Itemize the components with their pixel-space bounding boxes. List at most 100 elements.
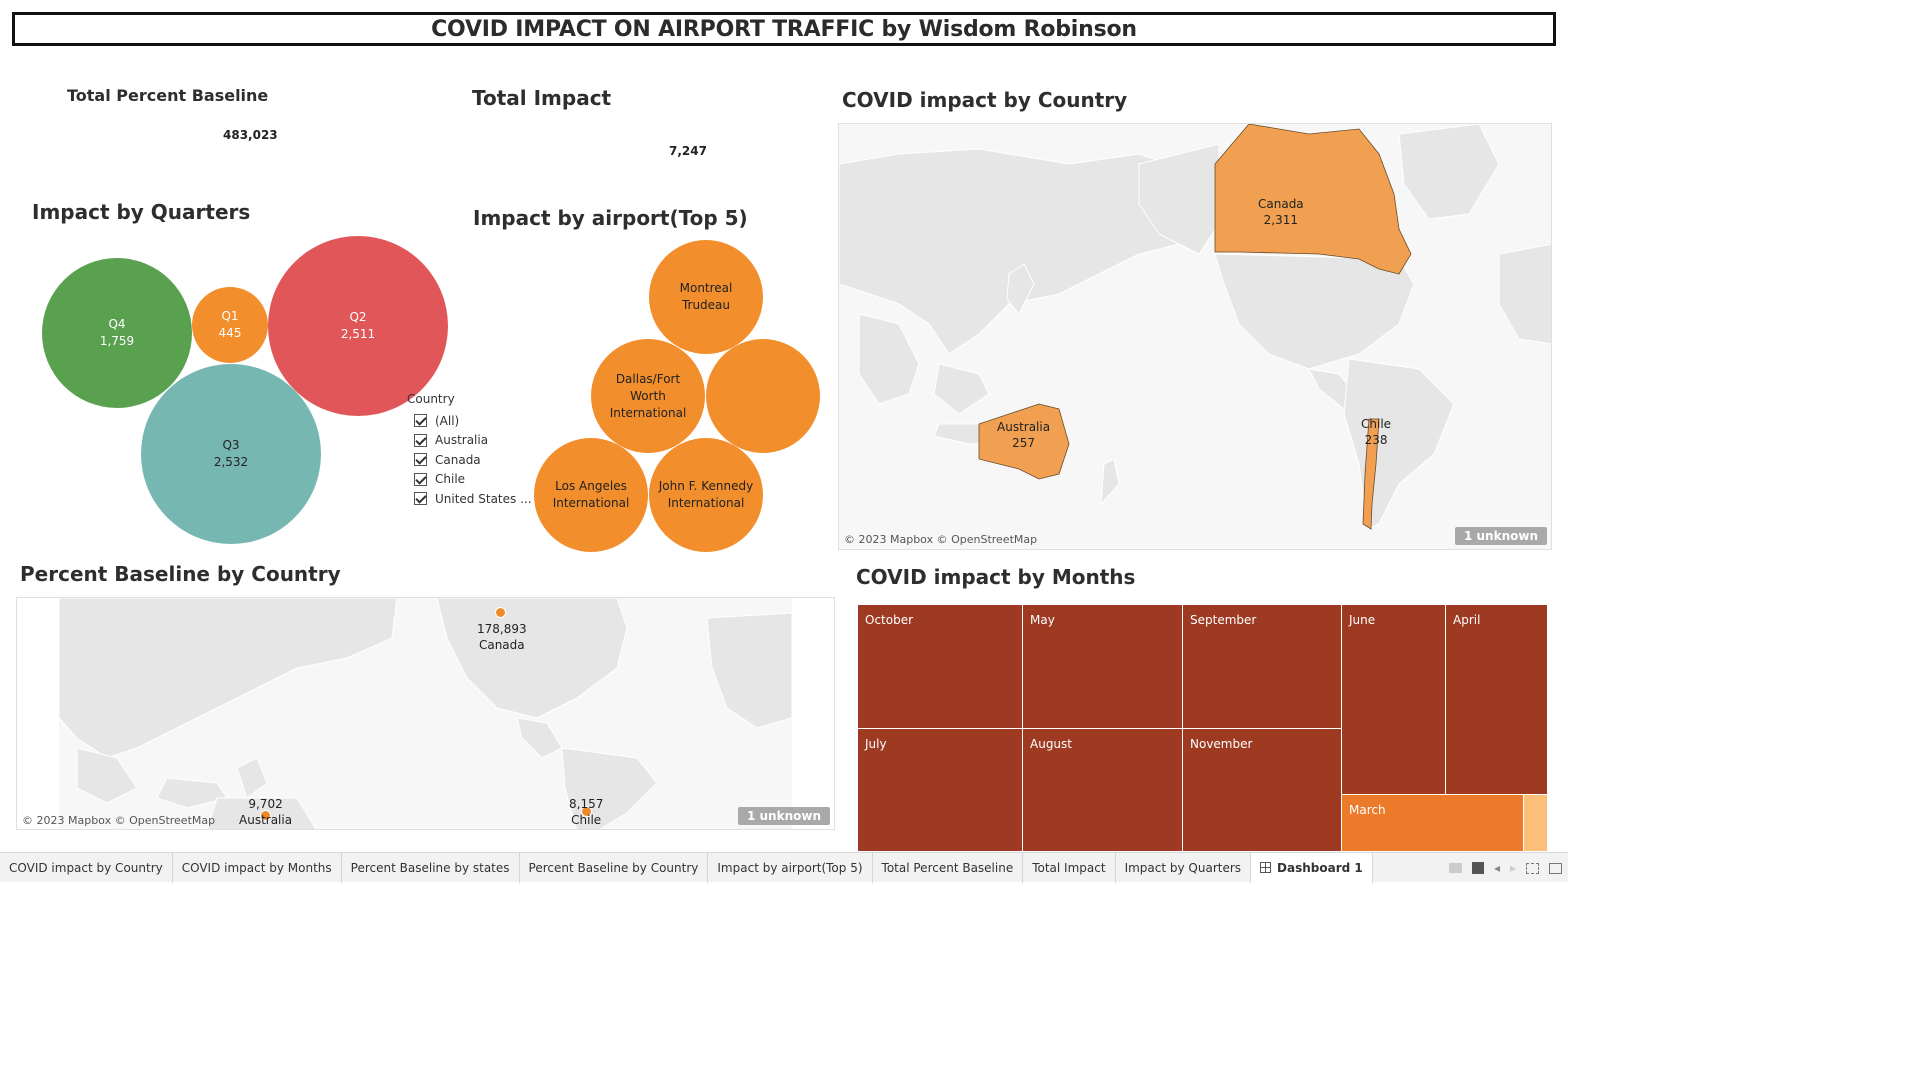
filmstrip-icon[interactable] <box>1448 863 1462 873</box>
map-credit: © 2023 Mapbox © OpenStreetMap <box>844 533 1038 546</box>
treemap-cell-october[interactable]: October <box>857 604 1023 729</box>
map-point-canada[interactable] <box>495 607 506 618</box>
dashboard-title-bar: COVID IMPACT ON AIRPORT TRAFFIC by Wisdo… <box>12 12 1556 46</box>
baseline-map[interactable]: 178,893 Canada 9,702 Australia 8,157 Chi… <box>16 597 835 830</box>
tab-percent-baseline-by-states[interactable]: Percent Baseline by states <box>342 852 520 883</box>
treemap-cell-label: June <box>1349 613 1376 627</box>
filter-item-chile[interactable]: Chile <box>414 470 532 490</box>
tab-total-impact[interactable]: Total Impact <box>1023 852 1116 883</box>
filter-item-label: (All) <box>435 413 460 428</box>
treemap-cell-september[interactable]: September <box>1182 604 1342 729</box>
treemap-cell-april[interactable]: April <box>1445 604 1548 795</box>
checkbox-icon[interactable] <box>414 414 427 428</box>
airport-bubble-los-angeles[interactable]: Los Angeles International <box>534 438 648 552</box>
map-label-value: 8,157 <box>569 797 604 811</box>
tab-covid-impact-by-months[interactable]: COVID impact by Months <box>173 852 342 883</box>
filter-item-australia[interactable]: Australia <box>414 431 532 451</box>
tab-covid-impact-by-country[interactable]: COVID impact by Country <box>0 852 173 883</box>
months-treemap: October May September June April July Au… <box>857 604 1548 852</box>
airport-label-line: International <box>667 496 745 510</box>
country-map[interactable]: Canada 2,311 Australia 257 Chile 238 © 2… <box>838 123 1552 550</box>
map-label-chile: Chile 238 <box>1361 416 1391 448</box>
treemap-cell-july[interactable]: July <box>857 728 1023 852</box>
filter-item-united-states[interactable]: United States ... <box>414 489 532 509</box>
checkbox-icon[interactable] <box>414 492 427 506</box>
map-label-value: 178,893 <box>477 622 527 636</box>
filter-item-canada[interactable]: Canada <box>414 450 532 470</box>
airport-label-line: Trudeau <box>681 298 731 312</box>
scroll-left-icon[interactable]: ◂ <box>1493 861 1500 875</box>
map-label-name: Canada <box>1258 197 1304 211</box>
quarter-bubble-q1[interactable]: Q1 445 <box>192 287 268 363</box>
treemap-cell-unlabeled[interactable] <box>1523 794 1548 852</box>
filter-item-label: United States ... <box>435 491 532 506</box>
treemap-cell-label: August <box>1030 737 1072 751</box>
airport-bubble-jfk[interactable]: John F. Kennedy International <box>649 438 763 552</box>
sheet-tab-bar: COVID impact by Country COVID impact by … <box>0 852 1568 883</box>
treemap-cell-august[interactable]: August <box>1022 728 1183 852</box>
tab-impact-by-quarters[interactable]: Impact by Quarters <box>1116 852 1252 883</box>
dashboard-grid-icon <box>1260 862 1272 873</box>
airport-bubble-dallas[interactable]: Dallas/Fort Worth International <box>591 339 705 453</box>
kpi-percent-baseline-title: Total Percent Baseline <box>67 86 269 105</box>
map-label-canada: Canada 2,311 <box>1258 196 1304 228</box>
airport-label-line: International <box>552 496 630 510</box>
country-filter-title: Country <box>407 392 455 406</box>
airports-title: Impact by airport(Top 5) <box>473 206 748 230</box>
airport-label-line: International <box>609 405 687 420</box>
map-point-chile[interactable] <box>581 806 592 817</box>
airport-bubble-unlabeled[interactable] <box>706 339 820 453</box>
kpi-percent-baseline-value: 483,023 <box>223 128 278 142</box>
country-filter: Country (All) Australia Canada Chile Uni… <box>407 392 532 509</box>
unknown-badge[interactable]: 1 unknown <box>737 807 830 825</box>
tab-dashboard-1[interactable]: Dashboard 1 <box>1251 852 1373 883</box>
tab-percent-baseline-by-country[interactable]: Percent Baseline by Country <box>520 852 709 883</box>
filter-item-label: Chile <box>435 472 466 487</box>
quarter-value: 2,511 <box>340 327 376 341</box>
kpi-total-impact-title: Total Impact <box>472 86 612 110</box>
airport-label-line: Montreal <box>679 281 733 295</box>
highlighted-countries <box>978 124 1412 530</box>
kpi-total-impact-value: 7,247 <box>669 144 707 158</box>
map-label-canada: 178,893 Canada <box>477 621 527 653</box>
treemap-cell-may[interactable]: May <box>1022 604 1183 729</box>
treemap-cell-label: April <box>1453 613 1481 627</box>
map-point-australia[interactable] <box>260 810 271 821</box>
treemap-cell-label: July <box>865 737 887 751</box>
airport-bubble-montreal[interactable]: Montreal Trudeau <box>649 240 763 354</box>
quarter-value: 2,532 <box>213 455 249 469</box>
unknown-badge[interactable]: 1 unknown <box>1454 527 1547 545</box>
quarter-name: Q1 <box>221 309 239 323</box>
treemap-cell-june[interactable]: June <box>1341 604 1446 795</box>
checkbox-icon[interactable] <box>414 453 427 467</box>
quarter-bubble-q2[interactable]: Q2 2,511 <box>268 236 448 416</box>
treemap-cell-march[interactable]: March <box>1341 794 1524 852</box>
tab-total-percent-baseline[interactable]: Total Percent Baseline <box>873 852 1024 883</box>
presentation-icon[interactable] <box>1549 862 1562 874</box>
fullscreen-icon[interactable] <box>1526 862 1539 874</box>
country-map-title: COVID impact by Country <box>842 88 1128 112</box>
filter-item-label: Australia <box>435 433 489 448</box>
months-title: COVID impact by Months <box>856 565 1136 589</box>
treemap-cell-label: October <box>865 613 914 627</box>
treemap-cell-november[interactable]: November <box>1182 728 1342 852</box>
treemap-cell-label: March <box>1349 803 1386 817</box>
checkbox-icon[interactable] <box>414 472 427 486</box>
tab-impact-by-airport[interactable]: Impact by airport(Top 5) <box>708 852 873 883</box>
baseline-map-title: Percent Baseline by Country <box>20 562 341 586</box>
map-label-name: Canada <box>478 638 525 652</box>
airport-label-line: Worth <box>630 388 666 403</box>
treemap-cell-label: May <box>1030 613 1055 627</box>
tabs-icon[interactable] <box>1471 862 1484 874</box>
world-basemap <box>839 124 1551 530</box>
quarter-bubble-q3[interactable]: Q3 2,532 <box>141 364 321 544</box>
scroll-right-icon[interactable]: ▸ <box>1509 861 1516 875</box>
quarter-value: 1,759 <box>99 334 135 348</box>
quarter-bubble-q4[interactable]: Q4 1,759 <box>42 258 192 408</box>
map-label-name: Australia <box>239 813 293 827</box>
map-credit: © 2023 Mapbox © OpenStreetMap <box>22 814 216 827</box>
quarters-title: Impact by Quarters <box>32 200 251 224</box>
filter-item-all[interactable]: (All) <box>414 411 532 431</box>
checkbox-icon[interactable] <box>414 433 427 447</box>
tab-controls: ◂ ▸ <box>1448 853 1562 883</box>
